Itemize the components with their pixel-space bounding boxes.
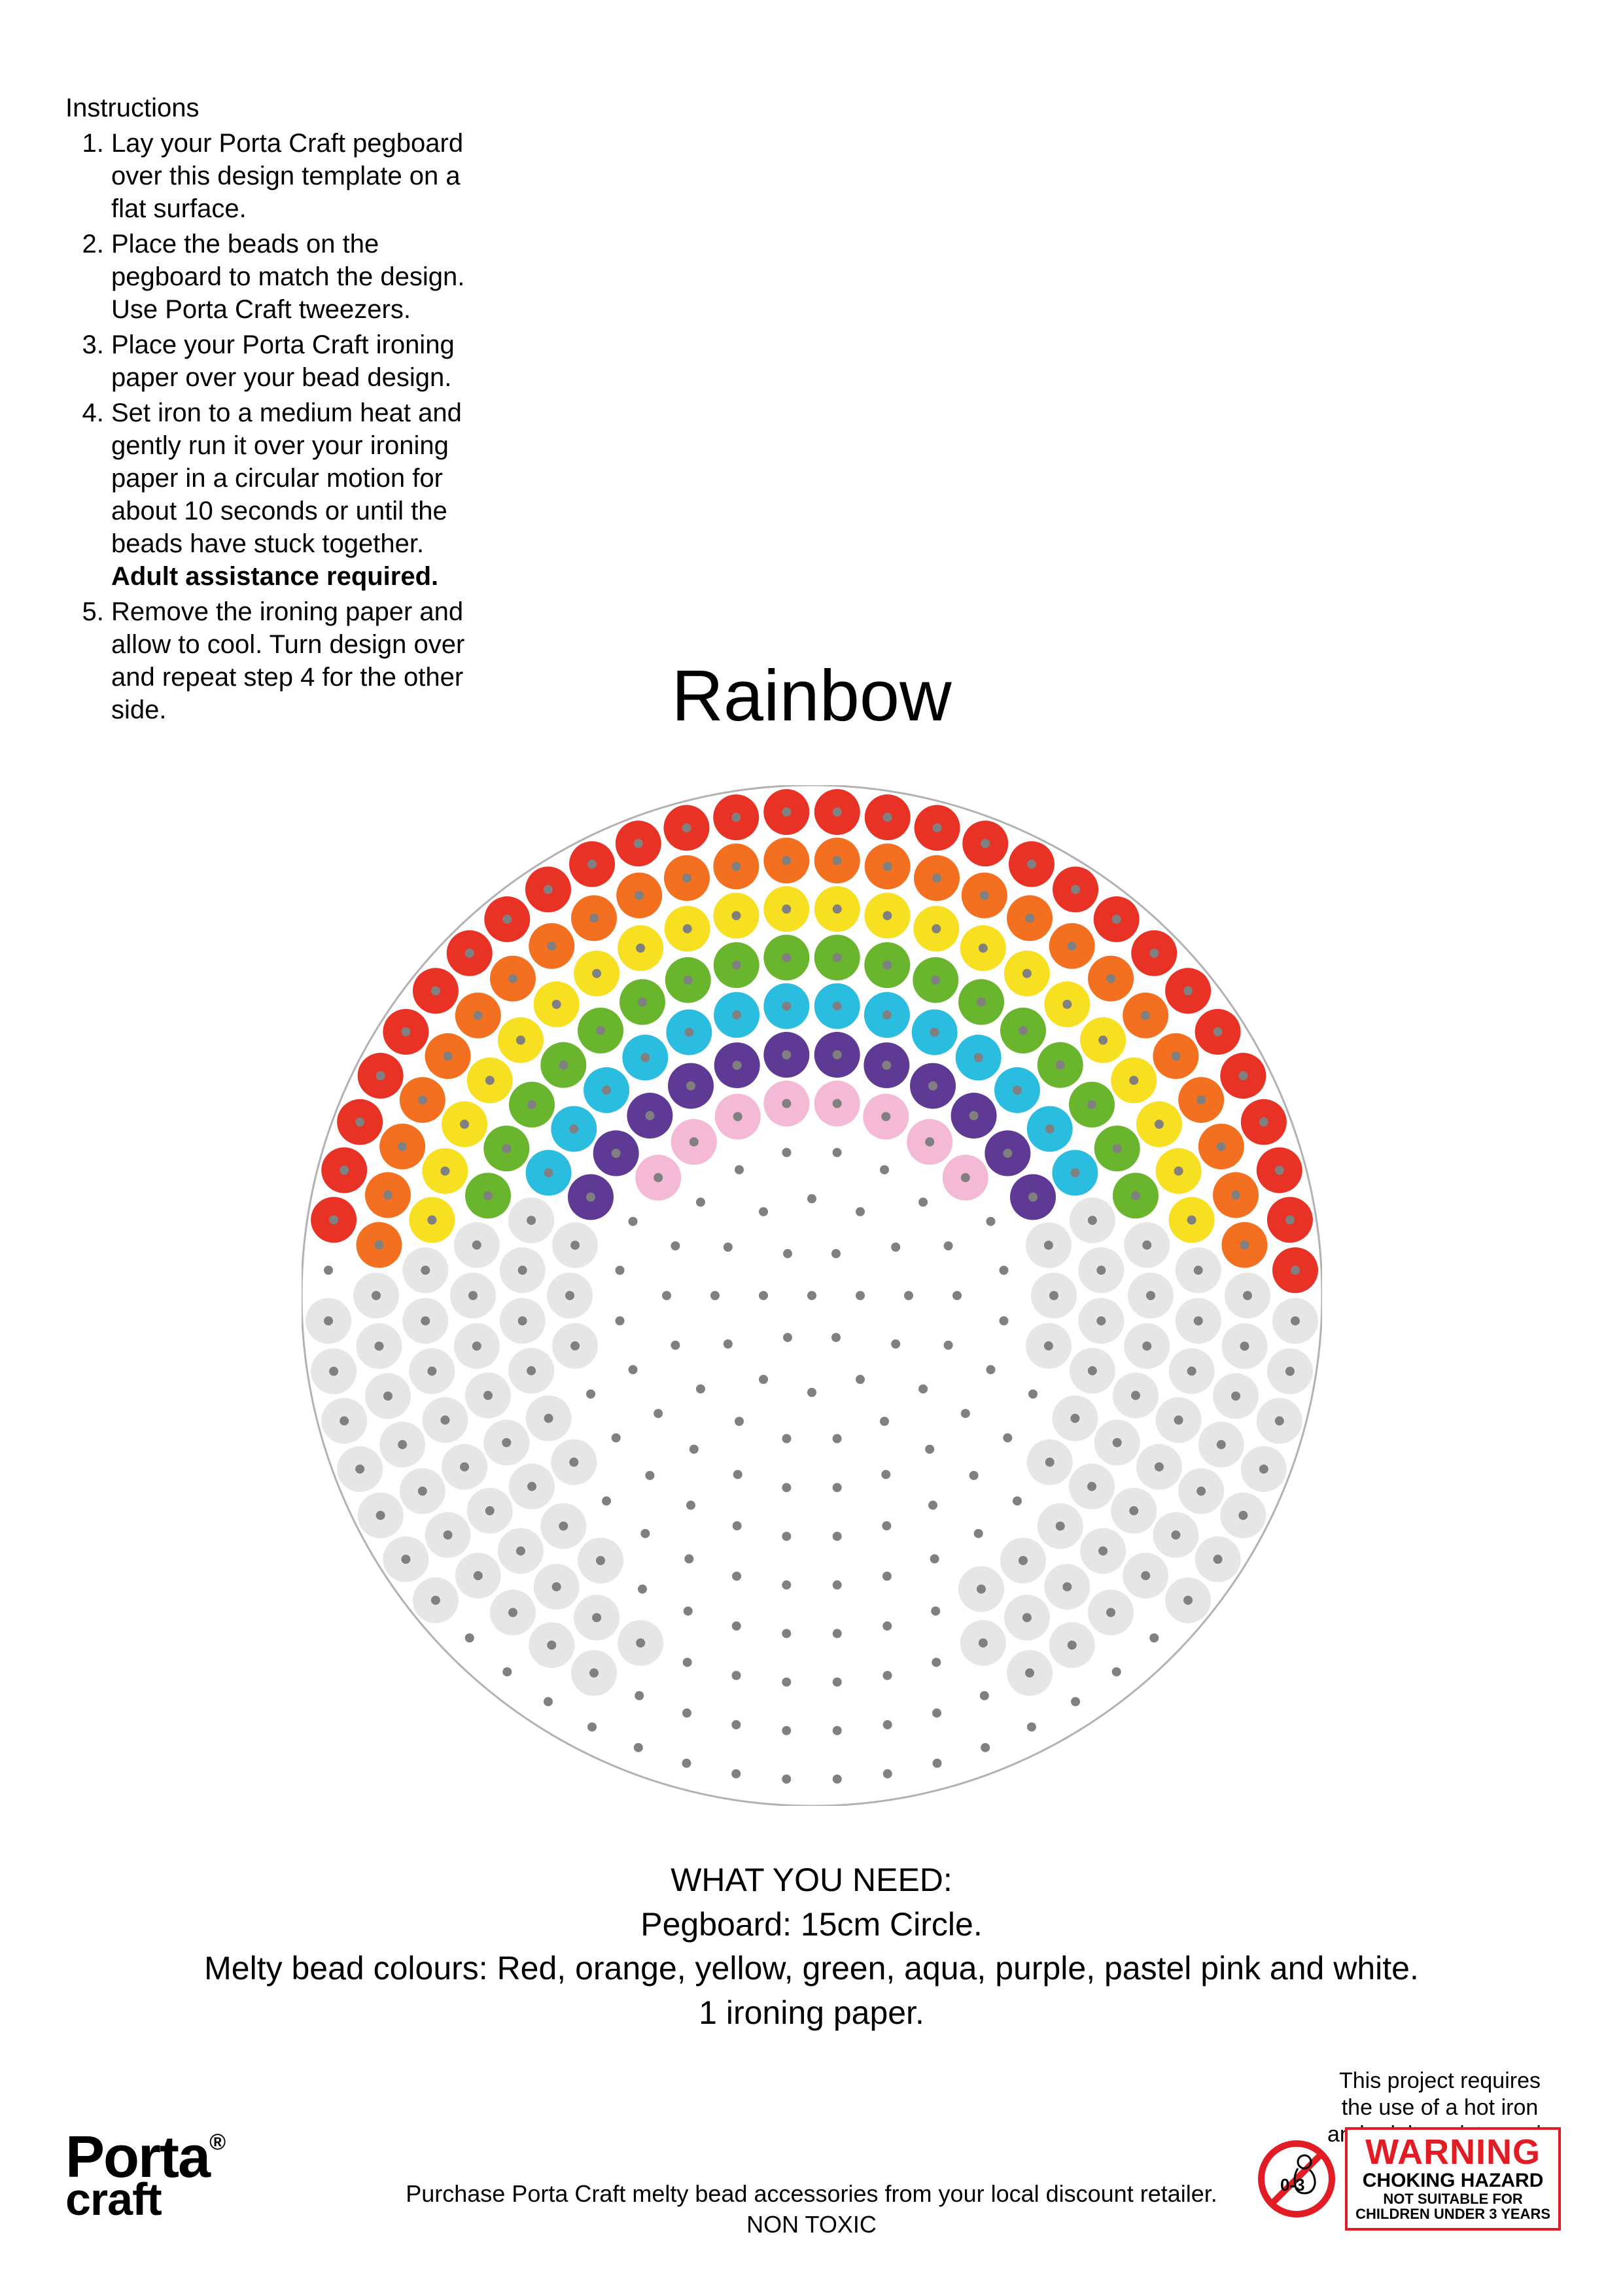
warning-line2: CHOKING HAZARD [1355, 2170, 1550, 2191]
instructions-list: Lay your Porta Craft pegboard over this … [65, 127, 484, 726]
needs-line: Pegboard: 15cm Circle. [0, 1903, 1623, 1947]
what-you-need: WHAT YOU NEED: Pegboard: 15cm Circle. Me… [0, 1858, 1623, 2035]
registered-icon: ® [209, 2130, 226, 2155]
instruction-item: Set iron to a medium heat and gently run… [111, 397, 484, 593]
instruction-item: Lay your Porta Craft pegboard over this … [111, 127, 484, 225]
needs-line: Melty bead colours: Red, orange, yellow,… [0, 1947, 1623, 1991]
page-title: Rainbow [0, 654, 1623, 737]
instruction-item: Place your Porta Craft ironing paper ove… [111, 328, 484, 394]
warning-title: WARNING [1355, 2134, 1550, 2171]
warning-block: 0-3 WARNING CHOKING HAZARD NOT SUITABLE … [1257, 2127, 1561, 2231]
instructions-heading: Instructions [65, 92, 484, 124]
svg-text:0-3: 0-3 [1280, 2175, 1305, 2195]
warning-line3b: CHILDREN UNDER 3 YEARS [1355, 2206, 1550, 2221]
needs-line: 1 ironing paper. [0, 1991, 1623, 2036]
instruction-item: Place the beads on the pegboard to match… [111, 228, 484, 326]
brand-logo: Porta® craft [65, 2134, 226, 2217]
warning-line3a: NOT SUITABLE FOR [1355, 2191, 1550, 2206]
age-restriction-icon: 0-3 [1257, 2140, 1336, 2218]
instructions-block: Instructions Lay your Porta Craft pegboa… [65, 92, 484, 729]
pegboard-diagram [302, 785, 1322, 1809]
needs-heading: WHAT YOU NEED: [0, 1858, 1623, 1903]
warning-box: WARNING CHOKING HAZARD NOT SUITABLE FOR … [1345, 2127, 1561, 2231]
